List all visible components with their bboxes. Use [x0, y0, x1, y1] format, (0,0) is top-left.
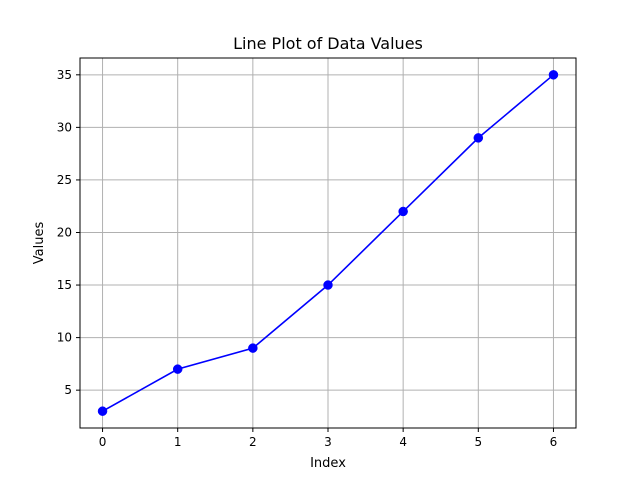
x-tick-label: 5: [474, 435, 482, 449]
y-tick-label: 30: [57, 120, 72, 134]
data-point: [97, 406, 108, 416]
y-tick-label: 15: [57, 278, 72, 292]
x-tick-label: 4: [399, 435, 407, 449]
data-point: [248, 343, 258, 353]
x-tick-label: 0: [99, 435, 107, 449]
data-point: [323, 280, 333, 290]
x-axis-label: Index: [310, 456, 346, 471]
x-tick-label: 1: [174, 435, 182, 449]
y-tick-label: 5: [64, 383, 72, 397]
series-group: [97, 70, 559, 416]
data-point: [473, 133, 484, 143]
data-point: [548, 70, 559, 80]
y-tick-label: 20: [57, 225, 72, 239]
grid: [80, 58, 576, 428]
chart-title: Line Plot of Data Values: [233, 34, 423, 53]
y-tick-label: 35: [57, 68, 72, 82]
x-tick-label: 2: [249, 435, 257, 449]
y-axis-label: Values: [32, 222, 47, 265]
data-point: [398, 206, 408, 217]
x-tick-label: 3: [324, 435, 332, 449]
y-tick-label: 25: [57, 173, 72, 187]
ticks: 0 1 2 3 4 5 6 5 10 15 20 25 30 35: [57, 68, 558, 449]
y-tick-label: 10: [57, 331, 72, 345]
x-tick-label: 6: [550, 435, 558, 449]
data-point: [172, 364, 183, 374]
